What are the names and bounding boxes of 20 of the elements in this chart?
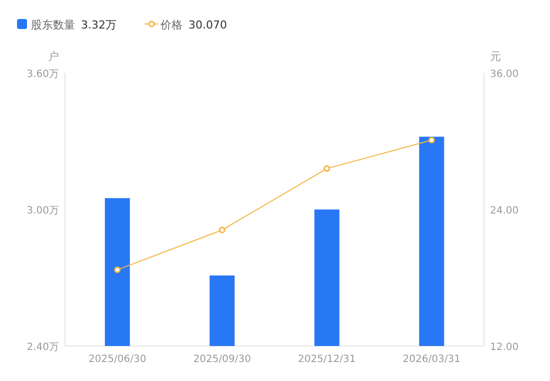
point — [428, 136, 435, 144]
point — [218, 226, 226, 234]
text: 3.32万 — [81, 18, 116, 32]
y2-tick-label: 24.00 — [490, 206, 519, 216]
y-tick-label: 2.40万 — [26, 342, 59, 353]
y2-tick-label: 36.00 — [490, 69, 519, 80]
x-tick-label: 2025/12/31 — [298, 354, 356, 365]
legend-label: 价格 — [160, 18, 182, 32]
y2-axis-title: 元 — [490, 50, 501, 63]
legend-label: 股东数量 — [31, 18, 75, 32]
y-tick-label: 3.00万 — [26, 206, 59, 216]
point — [114, 266, 121, 274]
x-tick-label: 2025/09/30 — [193, 354, 251, 365]
x-tick-label: 2025/06/30 — [88, 354, 146, 365]
y-tick-label: 3.60万 — [26, 69, 59, 80]
x-tick-label: 2026/03/31 — [402, 354, 460, 365]
text: 30.070 — [188, 18, 227, 32]
y2-tick-label: 12.00 — [490, 342, 519, 353]
y-axis-title: 户 — [48, 50, 59, 63]
point — [324, 165, 330, 172]
